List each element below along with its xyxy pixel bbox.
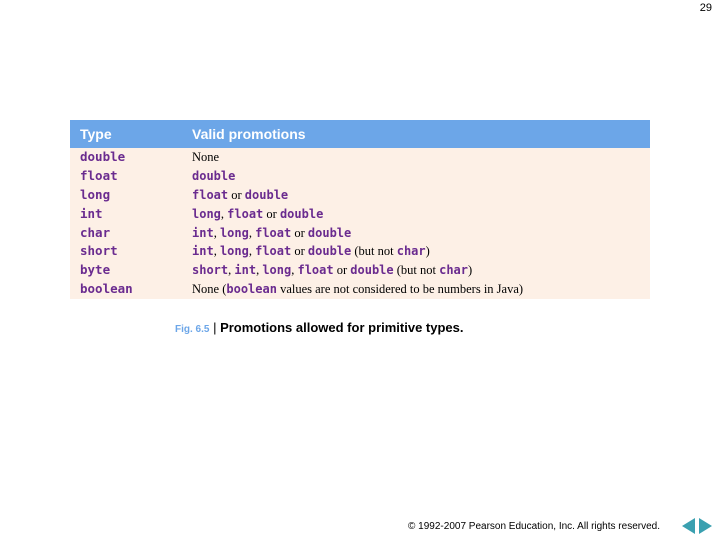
table-body: doubleNonefloatdoublelongfloat or double… bbox=[70, 148, 650, 299]
promotions-cell: None (boolean values are not considered … bbox=[182, 280, 650, 299]
promotions-cell: double bbox=[182, 167, 650, 186]
table-row: longfloat or double bbox=[70, 186, 650, 205]
type-cell: char bbox=[70, 224, 182, 243]
type-cell: short bbox=[70, 242, 182, 261]
promotions-cell: None bbox=[182, 148, 650, 167]
type-cell: byte bbox=[70, 261, 182, 280]
caption-text: Promotions allowed for primitive types. bbox=[220, 320, 463, 335]
type-cell: long bbox=[70, 186, 182, 205]
type-cell: int bbox=[70, 205, 182, 224]
promotions-cell: int, long, float or double bbox=[182, 224, 650, 243]
table-row: doubleNone bbox=[70, 148, 650, 167]
table-row: charint, long, float or double bbox=[70, 224, 650, 243]
page-number: 29 bbox=[700, 2, 712, 14]
table-row: shortint, long, float or double (but not… bbox=[70, 242, 650, 261]
prev-slide-button[interactable] bbox=[682, 518, 695, 534]
type-cell: double bbox=[70, 148, 182, 167]
copyright-text: © 1992-2007 Pearson Education, Inc. All … bbox=[408, 521, 660, 532]
header-type: Type bbox=[70, 120, 182, 148]
next-slide-button[interactable] bbox=[699, 518, 712, 534]
caption-sep: | bbox=[209, 320, 220, 335]
nav-controls bbox=[682, 518, 712, 534]
promotions-cell: int, long, float or double (but not char… bbox=[182, 242, 650, 261]
promotions-table: Type Valid promotions doubleNonefloatdou… bbox=[70, 120, 650, 299]
table-row: intlong, float or double bbox=[70, 205, 650, 224]
table-row: booleanNone (boolean values are not cons… bbox=[70, 280, 650, 299]
table-row: floatdouble bbox=[70, 167, 650, 186]
promotions-cell: long, float or double bbox=[182, 205, 650, 224]
figure-caption: Fig. 6.5 | Promotions allowed for primit… bbox=[175, 320, 464, 335]
figure-number: Fig. 6.5 bbox=[175, 324, 209, 335]
promotions-cell: float or double bbox=[182, 186, 650, 205]
type-cell: boolean bbox=[70, 280, 182, 299]
table-row: byteshort, int, long, float or double (b… bbox=[70, 261, 650, 280]
promotions-cell: short, int, long, float or double (but n… bbox=[182, 261, 650, 280]
type-cell: float bbox=[70, 167, 182, 186]
header-valid-promotions: Valid promotions bbox=[182, 120, 650, 148]
table-header-row: Type Valid promotions bbox=[70, 120, 650, 148]
